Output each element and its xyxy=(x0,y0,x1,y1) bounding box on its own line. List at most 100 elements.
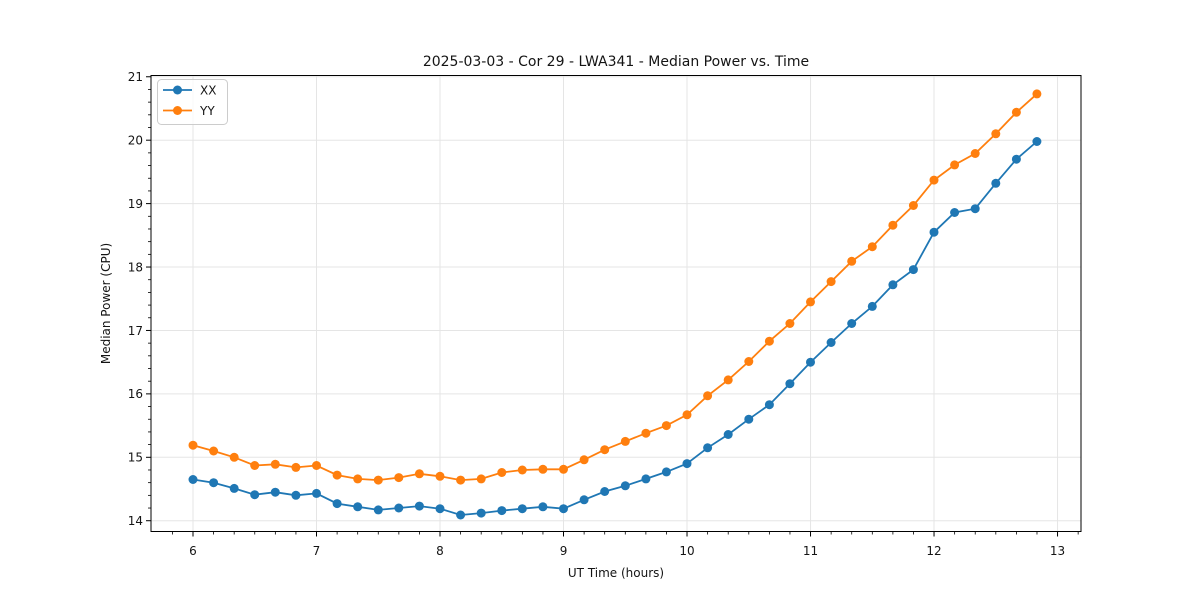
data-point-yy xyxy=(703,391,713,401)
data-point-xx xyxy=(1011,154,1021,164)
data-point-xx xyxy=(373,505,383,515)
x-axis-label: UT Time (hours) xyxy=(568,566,664,580)
data-point-xx xyxy=(435,504,445,514)
data-point-xx xyxy=(559,504,568,514)
x-tick-label: 8 xyxy=(436,544,444,558)
data-point-yy xyxy=(641,428,651,438)
data-point-xx xyxy=(703,443,713,453)
data-point-yy xyxy=(682,410,692,420)
data-point-yy xyxy=(991,129,1001,139)
data-point-yy xyxy=(661,421,671,431)
data-point-xx xyxy=(620,481,630,491)
data-point-yy xyxy=(826,277,836,287)
data-point-yy xyxy=(209,446,219,456)
data-point-xx xyxy=(744,414,754,424)
data-point-xx xyxy=(908,265,918,275)
y-tick-label: 20 xyxy=(128,133,143,147)
data-point-yy xyxy=(188,440,198,450)
data-point-yy xyxy=(291,462,301,472)
axis-ticks xyxy=(146,76,1079,537)
y-tick-label: 14 xyxy=(128,514,143,528)
data-point-yy xyxy=(250,461,260,470)
legend-label-yy: YY xyxy=(199,104,215,118)
y-axis-label: Median Power (CPU) xyxy=(99,243,113,364)
series-yy xyxy=(188,89,1042,485)
data-point-xx xyxy=(353,502,363,512)
data-point-yy xyxy=(579,455,589,465)
plot-border xyxy=(150,75,1082,532)
data-point-yy xyxy=(785,319,795,328)
data-point-yy xyxy=(1032,89,1042,99)
data-point-yy xyxy=(414,469,424,479)
data-point-yy xyxy=(476,474,486,484)
data-point-yy xyxy=(312,461,321,470)
data-point-xx xyxy=(682,459,692,469)
y-tick-label: 15 xyxy=(128,451,143,465)
data-point-yy xyxy=(600,445,610,455)
data-point-xx xyxy=(1032,137,1042,146)
data-point-xx xyxy=(476,508,486,518)
data-point-xx xyxy=(188,475,198,484)
data-point-xx xyxy=(661,467,671,477)
data-point-xx xyxy=(229,483,239,493)
data-point-xx xyxy=(826,338,836,347)
data-point-yy xyxy=(229,452,239,462)
legend-label-xx: XX xyxy=(200,83,216,97)
x-tick-labels: 6 7 8 9 10 11 12 13 xyxy=(189,544,1065,558)
data-point-xx xyxy=(806,357,815,367)
data-point-xx xyxy=(600,487,610,496)
data-point-yy xyxy=(723,375,733,385)
y-tick-label: 21 xyxy=(128,70,143,84)
data-point-yy xyxy=(270,459,280,469)
data-point-yy xyxy=(888,220,898,230)
data-point-yy xyxy=(620,436,630,446)
data-point-xx xyxy=(394,503,404,513)
data-point-yy xyxy=(456,475,466,485)
data-point-xx xyxy=(991,178,1001,188)
data-point-yy xyxy=(950,160,960,170)
data-point-yy xyxy=(435,471,445,481)
data-point-xx xyxy=(517,504,527,514)
y-tick-labels: 14 15 16 17 18 19 20 21 xyxy=(128,70,143,528)
data-point-xx xyxy=(579,495,589,505)
data-point-yy xyxy=(806,297,815,307)
data-point-xx xyxy=(929,227,939,237)
legend-marker-yy-icon xyxy=(173,106,182,115)
legend: XX YY xyxy=(157,79,228,125)
data-point-xx xyxy=(456,510,466,520)
data-point-yy xyxy=(517,465,527,475)
data-point-xx xyxy=(888,280,898,290)
data-point-xx xyxy=(785,379,795,389)
x-tick-label: 12 xyxy=(926,544,941,558)
data-point-yy xyxy=(497,468,507,477)
series-line-xx xyxy=(192,140,1038,516)
data-point-xx xyxy=(250,490,260,500)
data-point-xx xyxy=(270,487,280,497)
data-point-yy xyxy=(744,357,754,366)
data-point-xx xyxy=(723,430,733,439)
data-point-xx xyxy=(970,204,980,214)
data-point-yy xyxy=(908,201,918,210)
data-point-xx xyxy=(332,499,342,509)
grid-lines xyxy=(151,75,1081,532)
y-tick-label: 18 xyxy=(128,260,143,274)
data-point-xx xyxy=(497,506,507,516)
x-tick-label: 7 xyxy=(313,544,321,558)
x-tick-label: 11 xyxy=(803,544,818,558)
data-point-yy xyxy=(1011,107,1021,117)
data-point-xx xyxy=(847,319,857,328)
data-point-xx xyxy=(867,301,877,311)
legend-box xyxy=(157,79,228,125)
data-point-yy xyxy=(394,473,404,483)
x-tick-label: 13 xyxy=(1050,544,1065,558)
data-point-xx xyxy=(414,501,424,511)
data-point-yy xyxy=(559,464,568,474)
data-point-yy xyxy=(538,464,548,474)
data-point-yy xyxy=(970,149,980,158)
data-point-yy xyxy=(764,336,774,346)
data-point-yy xyxy=(332,470,342,480)
data-point-xx xyxy=(209,478,219,488)
series-xx xyxy=(188,137,1042,520)
